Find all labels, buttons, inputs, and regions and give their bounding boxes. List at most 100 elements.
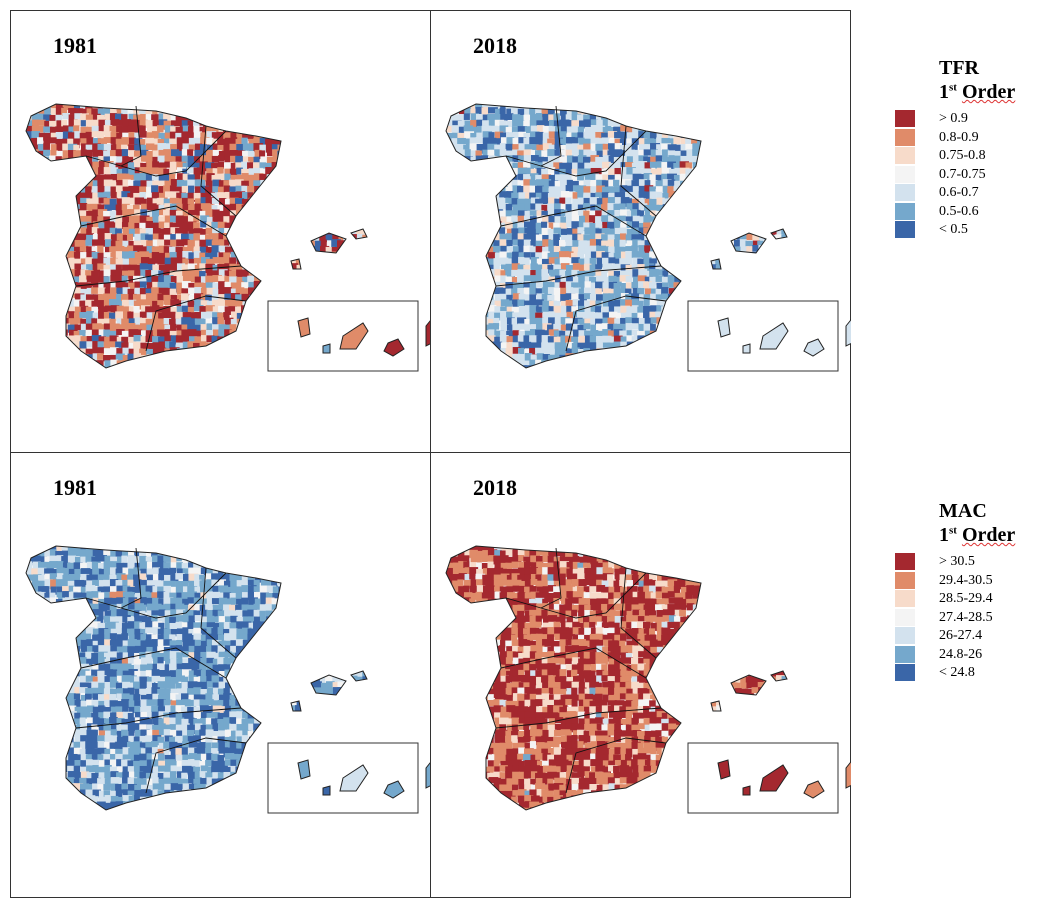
municipality xyxy=(511,257,520,264)
municipality xyxy=(151,192,161,199)
municipality xyxy=(26,264,35,273)
municipality xyxy=(170,239,177,250)
municipality xyxy=(343,144,352,155)
municipality xyxy=(781,167,787,178)
municipality xyxy=(260,156,268,166)
municipality xyxy=(169,282,180,293)
municipality xyxy=(775,197,785,204)
municipality xyxy=(697,209,708,217)
municipality xyxy=(169,168,176,176)
municipality xyxy=(283,104,293,110)
municipality xyxy=(517,114,526,122)
municipality xyxy=(602,288,612,297)
municipality xyxy=(691,104,699,111)
municipality xyxy=(572,228,582,237)
municipality xyxy=(757,104,766,109)
municipality xyxy=(775,270,784,278)
island xyxy=(339,322,369,350)
municipality xyxy=(704,168,714,178)
municipality xyxy=(122,179,131,189)
municipality xyxy=(369,126,378,134)
municipality xyxy=(55,107,64,116)
municipality xyxy=(511,192,521,200)
municipality xyxy=(542,132,552,141)
municipality xyxy=(350,113,358,124)
municipality xyxy=(685,138,695,149)
municipality xyxy=(121,270,131,279)
municipality xyxy=(109,113,117,122)
municipality xyxy=(361,252,367,263)
municipality xyxy=(253,251,263,261)
municipality xyxy=(116,329,125,336)
municipality xyxy=(553,222,562,229)
municipality xyxy=(139,228,149,236)
municipality xyxy=(187,120,196,128)
municipality xyxy=(170,156,180,164)
municipality xyxy=(758,222,769,231)
municipality xyxy=(745,167,754,175)
municipality xyxy=(235,228,244,238)
municipality xyxy=(505,104,512,109)
municipality xyxy=(259,270,268,281)
municipality xyxy=(302,209,312,218)
municipality xyxy=(757,252,765,259)
municipality xyxy=(44,233,53,241)
municipality xyxy=(632,239,642,248)
country-outline xyxy=(25,103,282,369)
municipality xyxy=(248,300,256,309)
municipality xyxy=(560,138,570,147)
municipality xyxy=(223,143,232,153)
municipality xyxy=(217,365,228,368)
municipality xyxy=(590,180,599,189)
municipality xyxy=(674,240,682,248)
municipality xyxy=(381,95,390,104)
municipality xyxy=(116,300,125,310)
municipality xyxy=(273,371,280,379)
municipality xyxy=(716,155,723,163)
municipality xyxy=(728,162,739,169)
municipality xyxy=(295,104,303,108)
municipality xyxy=(512,239,521,246)
municipality xyxy=(554,191,563,198)
municipality xyxy=(475,258,483,266)
municipality xyxy=(709,137,717,147)
municipality xyxy=(302,138,310,145)
municipality xyxy=(656,305,663,314)
municipality xyxy=(86,126,96,137)
municipality xyxy=(565,204,573,214)
municipality xyxy=(146,203,157,213)
municipality xyxy=(145,174,154,182)
municipality xyxy=(667,293,675,304)
municipality xyxy=(571,132,578,142)
municipality xyxy=(86,210,94,221)
municipality xyxy=(265,138,275,146)
municipality xyxy=(224,246,233,254)
municipality xyxy=(26,203,34,211)
municipality xyxy=(158,264,167,274)
municipality xyxy=(224,324,235,332)
municipality xyxy=(115,215,124,225)
municipality xyxy=(488,198,498,207)
municipality xyxy=(505,233,513,244)
municipality xyxy=(362,108,367,116)
municipality xyxy=(583,287,591,294)
municipality xyxy=(127,245,136,253)
municipality xyxy=(541,174,552,181)
municipality xyxy=(769,245,777,252)
municipality xyxy=(116,191,124,198)
municipality xyxy=(446,246,455,256)
municipality xyxy=(572,143,580,150)
municipality xyxy=(482,131,493,140)
municipality xyxy=(578,95,586,103)
municipality xyxy=(181,305,189,314)
municipality xyxy=(38,228,48,239)
municipality xyxy=(487,258,496,266)
municipality xyxy=(259,204,267,213)
municipality xyxy=(369,240,377,248)
municipality xyxy=(278,269,288,277)
municipality xyxy=(789,234,796,240)
municipality xyxy=(278,288,289,298)
municipality xyxy=(50,108,58,116)
municipality xyxy=(674,204,685,213)
municipality xyxy=(608,179,617,190)
